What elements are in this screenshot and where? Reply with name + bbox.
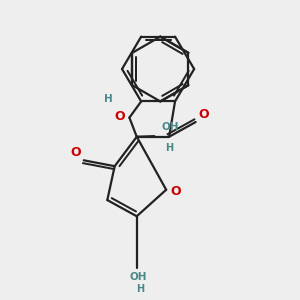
Text: H: H [104,94,113,104]
Text: O: O [199,108,209,121]
Text: H: H [165,142,173,153]
Text: O: O [70,146,81,159]
Text: OH: OH [162,122,179,132]
Text: H: H [136,284,144,294]
Text: OH: OH [130,272,147,282]
Text: O: O [171,185,181,198]
Text: O: O [114,110,125,123]
